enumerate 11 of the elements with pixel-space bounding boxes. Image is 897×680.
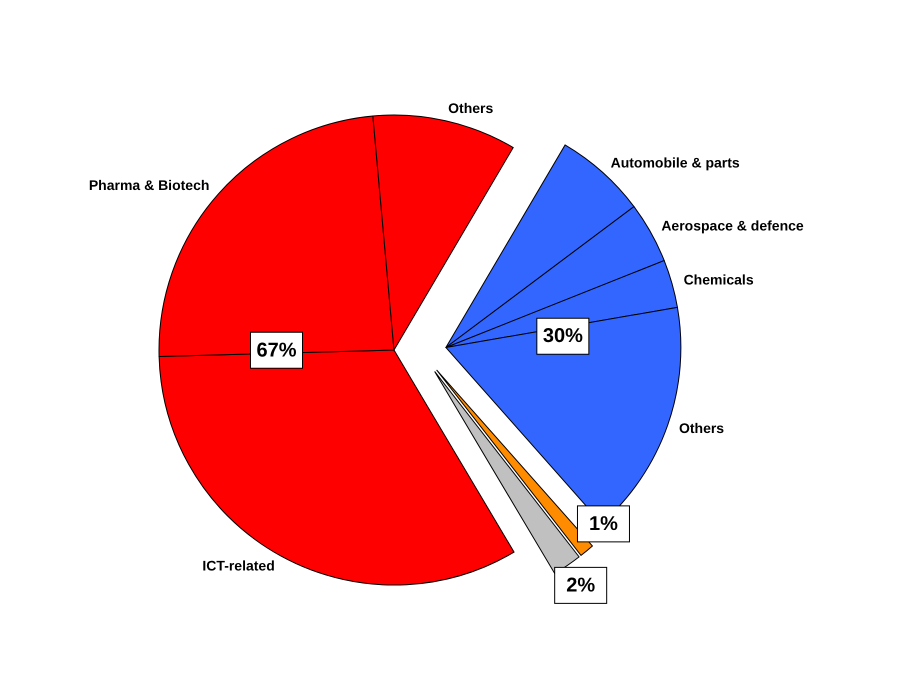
slice-label: Others bbox=[678, 420, 724, 436]
slice-label: Others bbox=[448, 100, 494, 116]
text: 1% bbox=[589, 512, 618, 535]
text: 67% bbox=[256, 339, 297, 362]
slice-label: Aerospace & defence bbox=[661, 218, 804, 234]
slice-label: ICT-related bbox=[202, 557, 275, 574]
text: 2% bbox=[566, 574, 596, 596]
slice-label: Chemicals bbox=[684, 271, 754, 288]
slice-label: Automobile & parts bbox=[610, 154, 740, 170]
slice-label: Pharma & Biotech bbox=[88, 176, 210, 193]
text: 30% bbox=[542, 325, 584, 348]
